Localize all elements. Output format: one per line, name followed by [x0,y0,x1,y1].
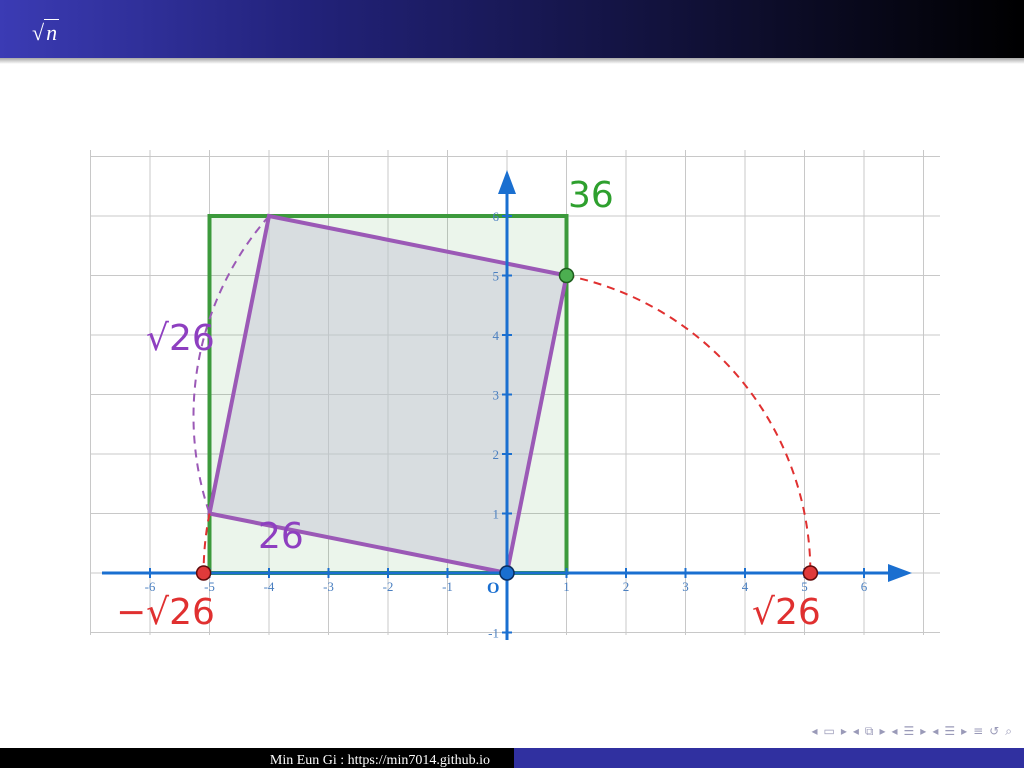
x-tick-label: 4 [742,579,749,594]
x-tick-label: 6 [861,579,868,594]
y-tick-label: 6 [493,209,500,224]
section-icon[interactable]: ☰ [903,724,915,738]
label-pos-sqrt26: √26 [752,592,821,633]
undo-icon[interactable]: ↺ [989,724,1000,738]
subsection-icon[interactable]: ⧉ [864,724,874,738]
x-tick-label: -3 [323,579,334,594]
x-tick-label: 1 [563,579,570,594]
x-tick-label: -2 [383,579,394,594]
sqrt-symbol: √ [32,20,45,45]
title-variable: n [44,19,60,45]
label-26: 26 [258,516,304,557]
point-pos-sqrt26 [802,565,819,581]
left-arrow-icon[interactable]: ◂ [811,724,818,738]
y-tick-label: -1 [488,626,499,641]
right-arrow-icon[interactable]: ▸ [920,724,927,738]
left-arrow-icon[interactable]: ◂ [852,724,859,738]
y-tick-label: 2 [493,447,500,462]
point-neg-sqrt26 [195,565,212,581]
slide-header: √n [0,0,1024,58]
left-arrow-icon[interactable]: ◂ [891,724,898,738]
x-tick-label: 5 [801,579,808,594]
purple-arc [192,215,270,514]
right-arrow-icon[interactable]: ▸ [840,724,847,738]
align-icon[interactable]: ≡ [973,724,984,738]
x-tick-label: -4 [264,579,275,594]
y-tick-label: 5 [493,269,500,284]
x-tick-label: -5 [204,579,215,594]
y-tick-label: 3 [493,388,500,403]
point-1-5 [558,267,575,284]
axes [102,170,912,640]
label-neg-sqrt26: −√26 [116,592,215,633]
right-arrow-icon[interactable]: ▸ [961,724,968,738]
points [195,267,819,581]
label-side-sqrt26: √26 [146,318,215,359]
y-axis-arrow [498,170,516,194]
slide-title: √n [32,19,60,46]
x-tick-label: 2 [623,579,630,594]
x-axis-arrow [888,564,912,582]
origin-label: O [487,580,499,597]
search-icon[interactable]: ⌕ [1005,724,1012,738]
tick-labels: -6 -5 -4 -3 -2 -1 1 2 3 4 5 6 -1 1 2 3 4 5 6 [145,209,868,641]
x-tick-label: -1 [442,579,453,594]
y-tick-label: 1 [493,507,500,522]
header-shadow [0,58,1024,64]
point-origin [499,565,515,581]
right-arrow-icon[interactable]: ▸ [879,724,886,738]
list-icon[interactable]: ☰ [944,724,956,738]
x-tick-label: 3 [682,579,689,594]
footer-author: Min Eun Gi : https://min7014.github.io [0,748,514,768]
footer-bar [514,748,1024,768]
red-arc-right [566,274,812,574]
frame-icon[interactable]: ▭ [823,724,835,738]
label-36: 36 [568,175,614,216]
beamer-navigation[interactable]: ◂ ▭ ▸ ◂ ⧉ ▸ ◂ ☰ ▸ ◂ ☰ ▸ ≡ ↺ ⌕ [811,724,1012,739]
left-arrow-icon[interactable]: ◂ [932,724,939,738]
x-tick-label: -6 [145,579,156,594]
y-tick-label: 4 [493,328,500,343]
